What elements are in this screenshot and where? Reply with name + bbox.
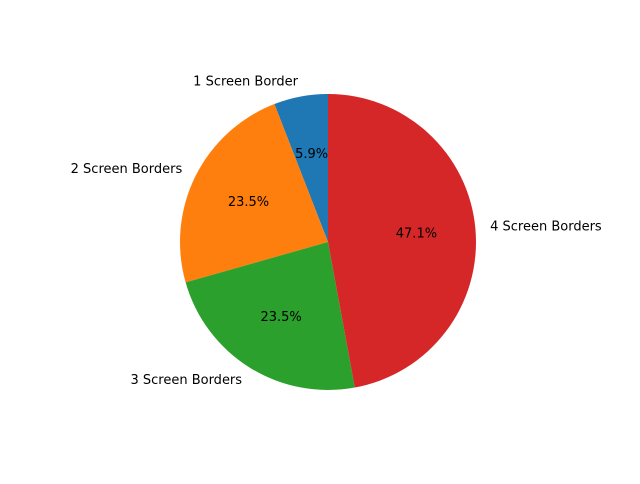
slice-label-1: 1 Screen Border: [193, 74, 298, 89]
slices-layer: [180, 94, 476, 391]
outer-labels-layer: 1 Screen Border 2 Screen Borders 3 Screen …: [71, 74, 602, 387]
slice-label-4: 4 Screen Borders: [490, 220, 602, 235]
percent-labels-layer: 5.9% 23.5% 23.5% 47.1%: [228, 147, 437, 325]
slice-percent-3: 23.5%: [260, 310, 301, 325]
pie-slice-3: [185, 242, 355, 391]
slice-percent-2: 23.5%: [228, 195, 269, 210]
slice-percent-4: 47.1%: [396, 226, 437, 241]
slice-label-3: 3 Screen Borders: [130, 373, 242, 388]
pie-slice-2: [180, 104, 328, 283]
slice-percent-1: 5.9%: [295, 147, 328, 162]
slice-label-2: 2 Screen Borders: [71, 162, 183, 177]
pie-slice-1: [274, 94, 328, 242]
pie-slice-4: [328, 94, 476, 388]
